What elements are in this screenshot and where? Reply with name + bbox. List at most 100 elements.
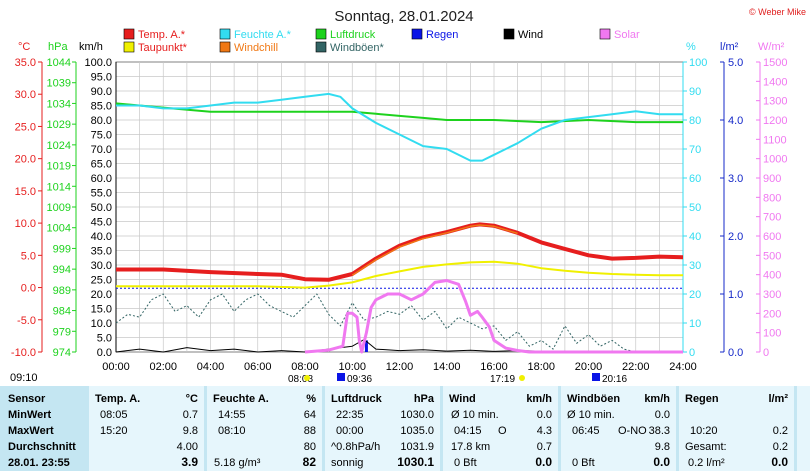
legend-swatch <box>123 41 135 53</box>
windboen-unit: km/h <box>644 393 670 405</box>
hpa-tick-label: 989 <box>53 285 71 297</box>
wind-distance: 17.8 km <box>451 441 491 453</box>
luftdruck-unit: hPa <box>413 393 434 405</box>
series-line-solar <box>304 279 683 354</box>
percent-axis-header: % <box>686 41 696 53</box>
luftdruck-max: 1035.0 <box>400 425 434 437</box>
feuchte-abs: 5.18 g/m³ <box>214 457 261 469</box>
rain-start-marker <box>337 373 345 381</box>
legend-swatch <box>219 28 231 40</box>
kmh-tick-label: 70.0 <box>91 144 112 156</box>
series-line-taupunkt <box>116 260 683 289</box>
legend-label: Taupunkt* <box>138 42 188 54</box>
copyright: © Weber Mike <box>749 7 806 17</box>
legend-label: Temp. A.* <box>138 29 186 41</box>
kmh-tick-label: 85.0 <box>91 101 112 113</box>
legend-swatch <box>411 28 423 40</box>
percent-tick-label: 0 <box>689 347 695 359</box>
celsius-tick-label: -10.0 <box>11 347 36 359</box>
hpa-tick-label: 984 <box>53 306 71 318</box>
kmh-tick-label: 55.0 <box>91 188 112 200</box>
celsius-tick-label: -5.0 <box>17 315 36 327</box>
feuchte-max: 88 <box>303 425 316 437</box>
x-tick-label: 02:00 <box>149 361 177 373</box>
rain-end-marker <box>592 373 600 381</box>
x-tick-label: 14:00 <box>433 361 461 373</box>
luftdruck-column <box>325 386 440 471</box>
luftdruck-weather: sonnig <box>331 457 364 469</box>
legend-swatch <box>599 28 611 40</box>
regen-total: 0.2 <box>772 441 788 453</box>
celsius-axis-header: °C <box>18 41 30 53</box>
row-current: 28.01. 23:55 <box>8 457 70 469</box>
windboen-current: 0.0 <box>653 455 670 469</box>
legend-swatch <box>503 28 515 40</box>
kmh-axis-header: km/h <box>79 41 103 53</box>
kmh-tick-label: 50.0 <box>91 202 112 214</box>
percent-tick-label: 10 <box>689 318 701 330</box>
legend-swatch <box>315 28 327 40</box>
sunset-time: 17:19 <box>490 374 515 385</box>
feuchte-header: Feuchte A. <box>213 393 269 405</box>
series-line-windben <box>115 293 636 353</box>
x-tick-label: 06:00 <box>244 361 272 373</box>
hpa-tick-label: 1019 <box>47 161 71 173</box>
solar-tick-label: 800 <box>763 192 781 204</box>
legend: Temp. A.* Feuchte A.* Luftdruck Regen Wind So… <box>123 28 640 54</box>
kmh-tick-label: 65.0 <box>91 159 112 171</box>
axis-headers: °C hPa km/h % l/m² W/m² <box>18 41 785 53</box>
celsius-tick-label: 15.0 <box>15 186 36 198</box>
solar-axis-header: W/m² <box>758 41 785 53</box>
solar-tick-label: 600 <box>763 231 781 243</box>
temp-current: 3.9 <box>181 455 198 469</box>
feuchte-unit: % <box>306 393 316 405</box>
legend-label: Solar <box>614 29 640 41</box>
kmh-tick-label: 10.0 <box>91 318 112 330</box>
luftdruck-current: 1030.1 <box>397 455 434 469</box>
x-tick-label: 22:00 <box>622 361 650 373</box>
row-durchschnitt: Durchschnitt <box>8 441 76 453</box>
luftdruck-min: 1030.0 <box>400 409 434 421</box>
regen-rate: 0.2 l/m² <box>688 457 725 469</box>
regen-max: 0.2 <box>772 425 788 437</box>
solar-tick-label: 1400 <box>763 76 787 88</box>
legend-swatch <box>123 28 135 40</box>
hpa-tick-label: 1029 <box>47 119 71 131</box>
percent-tick-label: 50 <box>689 202 701 214</box>
temp-avg: 4.00 <box>176 441 198 453</box>
kmh-tick-label: 100.0 <box>84 57 112 69</box>
min-temp-time: 09:10 <box>10 372 38 384</box>
percent-tick-label: 80 <box>689 115 701 127</box>
wind-unit: km/h <box>526 393 552 405</box>
hpa-tick-label: 974 <box>53 347 71 359</box>
temp-min: 0.7 <box>182 409 198 421</box>
row-minwert: MinWert <box>8 409 52 421</box>
feuchte-min: 64 <box>303 409 316 421</box>
wind-max-time: 04:15 <box>454 425 482 437</box>
legend-swatch <box>315 41 327 53</box>
kmh-tick-label: 40.0 <box>91 231 112 243</box>
rain-tick-label: 2.0 <box>728 231 743 243</box>
x-tick-label: 12:00 <box>386 361 414 373</box>
regen-current: 0.0 <box>771 455 788 469</box>
kmh-tick-label: 95.0 <box>91 72 112 84</box>
celsius-tick-label: 35.0 <box>15 57 36 69</box>
legend-label: Luftdruck <box>330 29 376 41</box>
wind-avg: 0.0 <box>536 409 552 421</box>
regen-total-label: Gesamt: <box>685 441 727 453</box>
luftdruck-min-time: 22:35 <box>336 409 364 421</box>
feuchte-avg: 80 <box>303 441 316 453</box>
windboen-header: Windböen <box>567 393 621 405</box>
percent-tick-label: 30 <box>689 260 701 272</box>
kmh-tick-label: 45.0 <box>91 217 112 229</box>
celsius-tick-label: 5.0 <box>21 250 36 262</box>
temp-unit: °C <box>185 393 198 405</box>
feuchte-min-time: 14:55 <box>218 409 246 421</box>
x-tick-label: 16:00 <box>480 361 508 373</box>
celsius-tick-label: 10.0 <box>15 218 36 230</box>
solar-tick-label: 100 <box>763 328 781 340</box>
hpa-tick-label: 1034 <box>47 98 71 110</box>
hpa-tick-label: 979 <box>53 326 71 338</box>
rain-tick-label: 5.0 <box>728 57 743 69</box>
solar-tick-label: 900 <box>763 173 781 185</box>
